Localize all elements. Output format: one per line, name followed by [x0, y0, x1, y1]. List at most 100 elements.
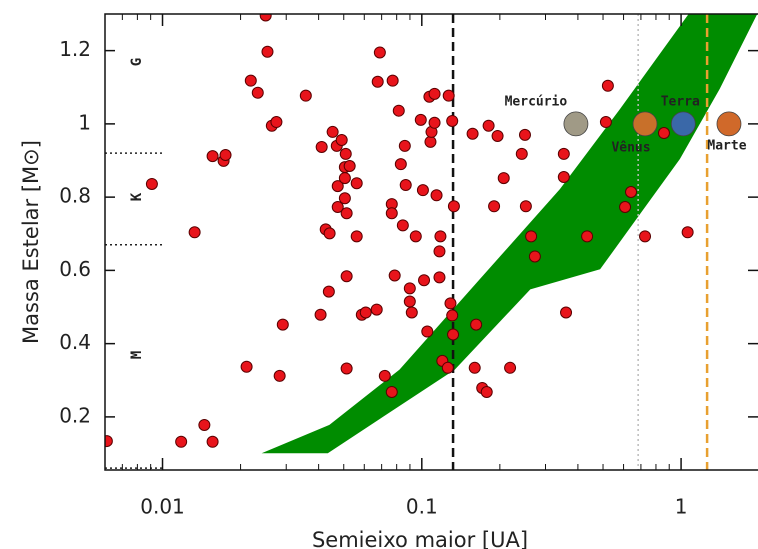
data-point	[335, 133, 348, 146]
data-point	[276, 318, 289, 331]
data-point	[206, 150, 219, 163]
data-point	[414, 113, 427, 126]
data-point	[625, 186, 638, 199]
data-point	[504, 361, 517, 374]
data-point	[416, 184, 429, 197]
x-tick-label: 0.01	[140, 495, 185, 519]
y-tick-label: 0.4	[59, 330, 91, 354]
y-tick-label: 1	[78, 110, 91, 134]
planet	[716, 111, 742, 137]
data-point	[340, 270, 353, 283]
data-point	[259, 14, 272, 22]
planet-label: Terra	[661, 94, 700, 109]
data-point	[359, 306, 372, 319]
data-point	[619, 201, 632, 214]
data-point	[446, 309, 459, 322]
y-tick-label: 0.8	[59, 184, 91, 208]
data-point	[392, 104, 405, 117]
data-point	[198, 418, 211, 431]
data-point	[491, 129, 504, 142]
planet	[670, 111, 696, 137]
data-point	[398, 139, 411, 152]
data-point	[339, 147, 352, 160]
data-point	[373, 46, 386, 59]
data-point	[370, 303, 383, 316]
planet	[563, 111, 589, 137]
data-point	[251, 86, 264, 99]
data-point	[418, 274, 431, 287]
spectral-label: G	[129, 58, 145, 66]
data-point	[581, 230, 594, 243]
data-point	[270, 116, 283, 129]
data-point	[557, 170, 570, 183]
planet	[632, 111, 658, 137]
data-point	[105, 435, 113, 448]
y-axis-label: Massa Estelar [M⊙]	[19, 140, 43, 344]
data-point	[314, 308, 327, 321]
data-point	[403, 295, 416, 308]
plot-area	[105, 14, 758, 470]
data-point	[466, 127, 479, 140]
data-point	[470, 318, 483, 331]
y-tick-label: 1.2	[59, 37, 91, 61]
x-tick-label: 1	[675, 495, 688, 519]
data-point	[428, 116, 441, 129]
x-tick-label: 0.1	[406, 495, 438, 519]
data-point	[525, 230, 538, 243]
data-point	[331, 201, 344, 214]
axes-frame	[104, 13, 758, 471]
data-point	[403, 282, 416, 295]
data-point	[444, 297, 457, 310]
data-point	[338, 172, 351, 185]
data-point	[219, 149, 232, 162]
data-point	[497, 172, 510, 185]
data-point	[442, 89, 455, 102]
data-point	[145, 177, 158, 190]
data-point	[240, 360, 253, 373]
data-point	[331, 180, 344, 193]
data-point	[488, 200, 501, 213]
data-point	[244, 74, 257, 87]
data-point	[599, 116, 612, 129]
data-point	[681, 226, 694, 239]
data-point	[188, 226, 201, 239]
data-point	[446, 114, 459, 127]
data-point	[322, 285, 335, 298]
data-point	[350, 177, 363, 190]
data-point	[428, 87, 441, 100]
data-point	[434, 230, 447, 243]
data-point	[468, 361, 481, 374]
data-point	[315, 140, 328, 153]
data-point	[299, 89, 312, 102]
y-tick-label: 0.6	[59, 257, 91, 281]
data-point	[409, 230, 422, 243]
data-point	[323, 227, 336, 240]
data-point	[386, 74, 399, 87]
data-point	[515, 147, 528, 160]
data-point	[385, 207, 398, 220]
data-point	[378, 369, 391, 382]
x-axis-label: Semieixo maior [UA]	[312, 528, 528, 549]
data-point	[388, 269, 401, 282]
data-point	[340, 207, 353, 220]
data-point	[482, 119, 495, 132]
data-point	[399, 179, 412, 192]
data-point	[433, 271, 446, 284]
data-point	[405, 306, 418, 319]
data-point	[560, 306, 573, 319]
data-point	[175, 435, 188, 448]
data-point	[340, 362, 353, 375]
data-point	[430, 189, 443, 202]
data-point	[424, 135, 437, 148]
data-point	[518, 128, 531, 141]
data-point	[528, 250, 541, 263]
data-point	[396, 219, 409, 232]
spectral-label: M	[129, 351, 145, 359]
planet-label: Vênus	[611, 140, 650, 155]
planet-label: Mercúrio	[505, 94, 568, 109]
data-point	[206, 435, 219, 448]
data-point	[394, 158, 407, 171]
data-point	[343, 160, 356, 172]
data-point	[371, 75, 384, 88]
